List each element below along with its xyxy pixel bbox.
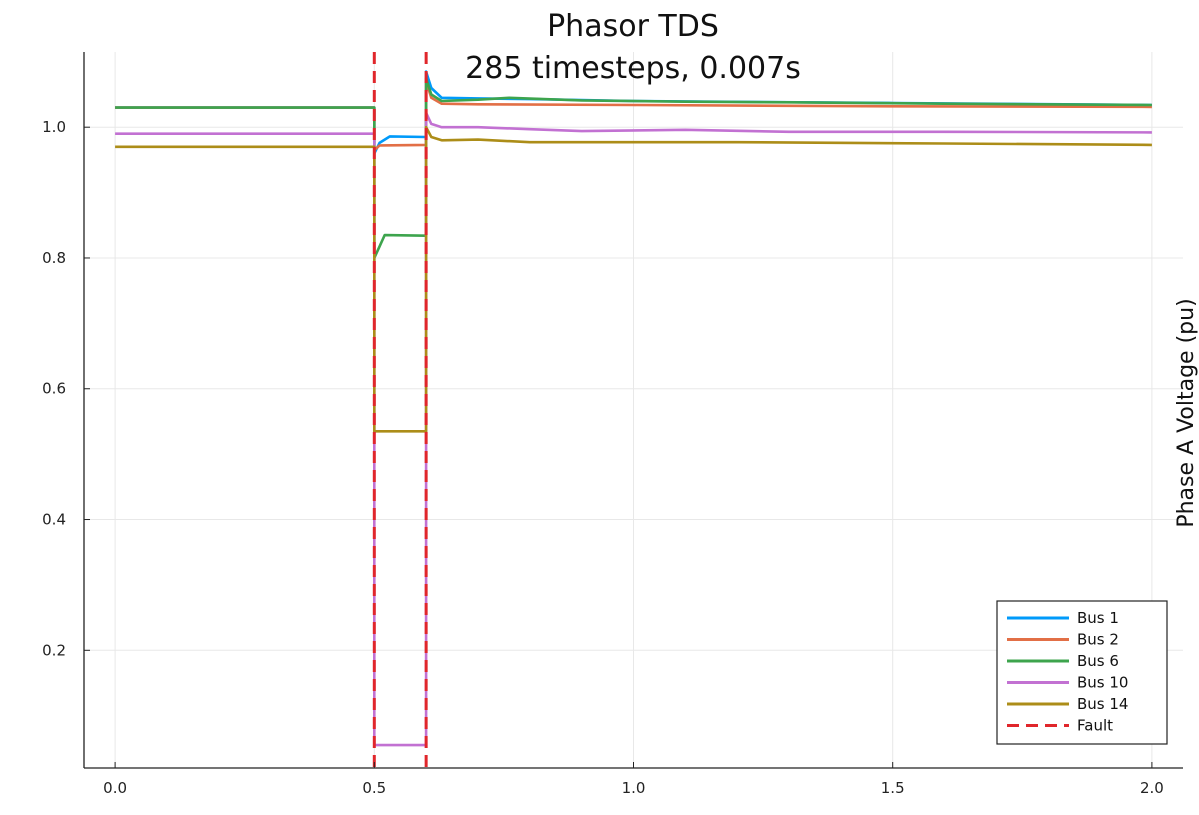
x-tick-label: 1.5 bbox=[881, 779, 905, 797]
y-tick-label: 0.2 bbox=[42, 641, 66, 659]
x-tick-label: 0.0 bbox=[103, 779, 127, 797]
y-tick-label: 0.6 bbox=[42, 380, 66, 398]
x-tick-label: 0.5 bbox=[362, 779, 386, 797]
legend: Bus 1 Bus 2 Bus 6 Bus 10 Bus 14 Fault bbox=[996, 600, 1168, 745]
y-tick-label: 0.4 bbox=[42, 511, 66, 529]
chart-title: Phasor TDS bbox=[547, 9, 719, 44]
legend-label: Bus 1 bbox=[1077, 609, 1119, 627]
series-bus-14-line bbox=[115, 125, 1152, 433]
chart-subtitle: 285 timesteps, 0.007s bbox=[465, 51, 801, 86]
y-tick-label: 0.8 bbox=[42, 249, 66, 267]
legend-label: Bus 10 bbox=[1077, 674, 1128, 692]
y-tick-label: 1.0 bbox=[42, 118, 66, 136]
x-tick-label: 2.0 bbox=[1140, 779, 1164, 797]
legend-label: Fault bbox=[1077, 717, 1113, 735]
legend-label: Bus 14 bbox=[1077, 695, 1128, 713]
x-tick-label: 1.0 bbox=[622, 779, 646, 797]
legend-label: Bus 6 bbox=[1077, 652, 1119, 670]
series-bus-6-line bbox=[115, 76, 1152, 260]
legend-label: Bus 2 bbox=[1077, 631, 1119, 649]
series-bus-10-line bbox=[115, 111, 1152, 747]
legend-box bbox=[996, 600, 1168, 745]
plot-area bbox=[115, 52, 1152, 768]
y-axis-label: Phase A Voltage (pu) bbox=[1174, 298, 1199, 527]
axes: 0.0 0.5 1.0 1.5 2.0 0.2 0.4 0.6 0.8 1.0 bbox=[42, 52, 1183, 797]
